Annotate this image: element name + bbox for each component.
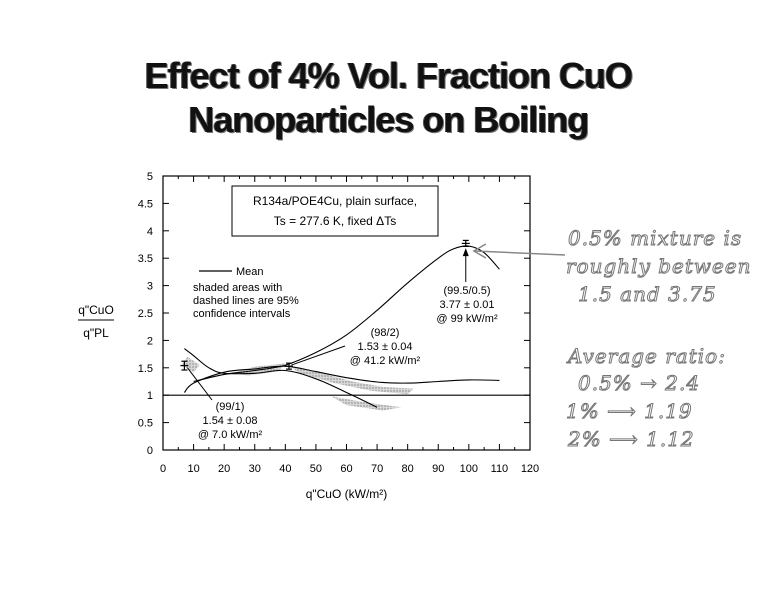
annotation-2-line-2: 1.53 ± 0.04 — [358, 341, 413, 353]
x-tick-label: 10 — [187, 463, 199, 475]
annotation-3-line-3: @ 7.0 kW/m² — [198, 429, 263, 441]
annotation-3-line-2: 1.54 ± 0.08 — [203, 415, 258, 427]
x-tick-label: 40 — [279, 463, 291, 475]
note-mixture-line-2: roughly between — [566, 254, 752, 279]
note-arrow — [474, 250, 566, 256]
x-tick-label: 70 — [371, 463, 383, 475]
annotation-1-line-1: (99.5/0.5) — [443, 285, 490, 297]
slide-title-line-1: Effect of 4% Vol. Fraction CuO — [144, 55, 633, 96]
annotation-2-line-3: @ 41.2 kW/m² — [350, 355, 421, 367]
x-tick-label: 50 — [310, 463, 322, 475]
legend-note-line-1: shaded areas with — [193, 282, 282, 294]
legend-label-mean: Mean — [236, 266, 264, 278]
x-tick-label: 90 — [432, 463, 444, 475]
y-tick-label: 3.5 — [138, 253, 153, 265]
y-axis-label-denominator: q"PL — [83, 326, 109, 340]
y-tick-label: 2 — [147, 335, 153, 347]
note-ratio-1: 1% ⟶ 1.19 — [566, 399, 693, 424]
info-box-line-1: R134a/POE4Cu, plain surface, — [253, 194, 417, 208]
plot-frame — [162, 175, 531, 451]
y-tick-label: 0 — [147, 445, 153, 457]
x-tick-label: 30 — [249, 463, 261, 475]
chart-labels: 0 10 20 30 40 50 60 70 80 90 100 110 120 0 0.5 1 1.5 2 2.5… — [78, 171, 539, 501]
y-tick-label: 2.5 — [138, 308, 153, 320]
note-mixture-line-1: 0.5% mixture is — [567, 226, 743, 251]
y-tick-label: 5 — [147, 171, 153, 183]
y-tick-label: 1.5 — [138, 363, 153, 375]
note-arrowhead — [472, 243, 487, 259]
legend-note-line-3: confidence intervals — [193, 308, 291, 320]
y-axis-label-numerator: q"CuO — [78, 303, 114, 317]
annotation-2-line-1: (98/2) — [371, 327, 400, 339]
x-tick-label: 110 — [491, 463, 509, 475]
slide-title-line-2: Nanoparticles on Boiling — [188, 99, 589, 140]
confidence-band-3 — [331, 396, 402, 411]
annotation-2-pointer — [291, 345, 346, 366]
note-mixture-line-3: 1.5 and 3.75 — [578, 282, 717, 307]
x-tick-label: 20 — [218, 463, 230, 475]
x-tick-label: 80 — [402, 463, 414, 475]
note-ratio-0-5: 0.5% → 2.4 — [577, 371, 701, 396]
note-ratio-2: 2% ⟶ 1.12 — [568, 427, 695, 452]
annotation-3-line-1: (99/1) — [216, 401, 245, 413]
x-tick-label: 100 — [460, 463, 478, 475]
series-line-1 — [193, 245, 500, 383]
y-tick-label: 4 — [147, 226, 153, 238]
chart-annotations: R134a/POE4Cu, plain surface, Ts = 277.6 K… — [187, 185, 566, 441]
x-tick-label: 120 — [521, 463, 539, 475]
y-tick-label: 4.5 — [138, 198, 153, 210]
legend-note-line-2: dashed lines are 95% — [193, 295, 299, 307]
y-tick-label: 1 — [147, 390, 153, 402]
annotation-1-line-2: 3.77 ± 0.01 — [440, 299, 495, 311]
note-average-title: Average ratio: — [568, 344, 726, 369]
annotation-1-line-3: @ 99 kW/m² — [436, 313, 498, 325]
x-tick-label: 0 — [160, 463, 166, 475]
annotation-1-arrowhead — [462, 248, 469, 257]
series-lines — [163, 239, 530, 408]
y-tick-label: 3 — [147, 281, 153, 293]
annotation-3-pointer — [187, 367, 213, 401]
confidence-band-1 — [291, 366, 414, 395]
series-line-3 — [184, 348, 378, 408]
info-box-line-2: Ts = 277.6 K, fixed ΔTs — [274, 214, 396, 228]
x-axis-label: q"CuO (kW/m²) — [306, 487, 388, 501]
info-box — [231, 185, 439, 237]
x-tick-label: 60 — [340, 463, 352, 475]
y-tick-label: 0.5 — [138, 418, 153, 430]
